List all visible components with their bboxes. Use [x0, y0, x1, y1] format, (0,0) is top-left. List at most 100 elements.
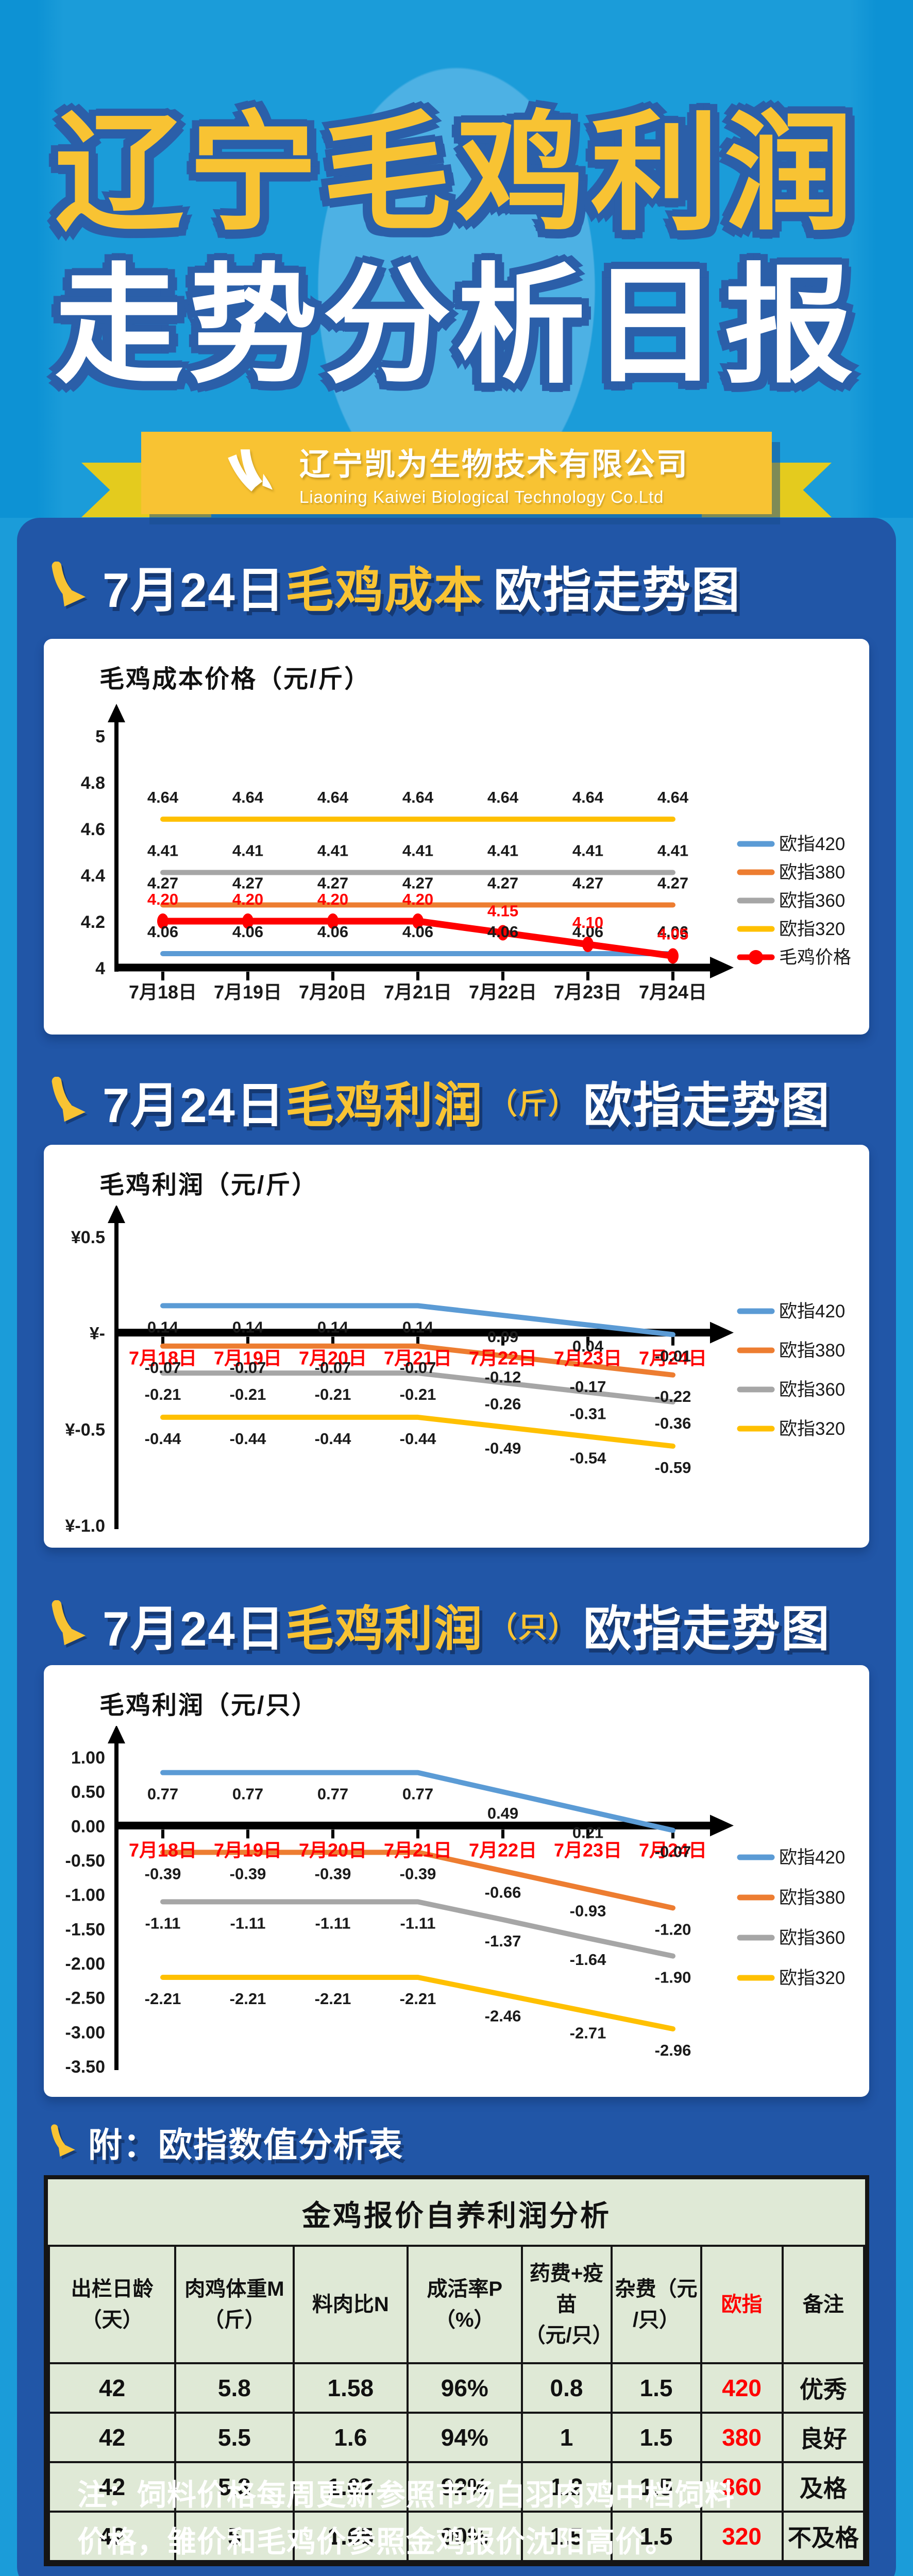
data-label: 0.14: [147, 1318, 179, 1336]
data-label: -2.46: [485, 2007, 521, 2025]
data-point-marker: [157, 913, 168, 929]
data-label: 4.64: [487, 788, 519, 806]
data-label: -1.11: [145, 1914, 181, 1932]
company-name-cn: 辽宁凯为生物技术有限公司: [299, 447, 689, 482]
x-axis-label: 7月23日: [554, 981, 622, 1003]
data-label: 0.77: [147, 1785, 178, 1803]
legend-label: 欧指420: [779, 834, 845, 854]
data-label: -2.21: [230, 1990, 266, 2008]
table-cell: 1.65: [292, 2511, 409, 2562]
table-cell: 42: [47, 2412, 177, 2463]
data-label: 4.27: [487, 874, 518, 892]
data-label: 4.06: [232, 923, 263, 941]
x-tick: [331, 972, 334, 980]
data-label: -1.11: [315, 1914, 351, 1932]
table-cell: 及格: [781, 2461, 866, 2513]
table-header-cell: 肉鸡体重M （斤）: [174, 2245, 295, 2364]
data-label: -0.39: [230, 1865, 266, 1883]
y-tick-label: -2.50: [65, 1989, 106, 2008]
profit-per-bird-chart: 1.00 0.50 0.00 -0.50 -1.00 -1.50 -2.00 -2.50 -3.…: [65, 1726, 845, 2077]
data-label: 0.14: [317, 1318, 349, 1336]
x-axis-label: 7月19日: [214, 981, 282, 1003]
data-label: 4.64: [147, 788, 179, 806]
data-point-marker: [667, 948, 679, 964]
table-header-cell: 备注: [781, 2245, 866, 2364]
chart-title: 毛鸡利润（元/斤）: [99, 1172, 318, 1199]
table-cell: 1.62: [292, 2461, 409, 2513]
data-label: 4.20: [147, 890, 178, 908]
section-date: 7月24日: [103, 1078, 285, 1132]
table-header-cell: 料肉比N: [292, 2245, 409, 2364]
y-tick-label: -1.50: [65, 1920, 106, 1939]
x-tick: [246, 1336, 249, 1346]
table-cell: 1.5: [610, 2511, 702, 2562]
data-point-marker: [582, 937, 594, 952]
legend-label: 欧指360: [779, 891, 845, 911]
table-cell: 1.5: [610, 2362, 702, 2414]
background-decoration: [0, 0, 913, 518]
y-axis-arrow-icon: [108, 1206, 125, 1223]
table-cell: 1: [520, 2412, 613, 2463]
legend-label: 欧指320: [779, 919, 845, 939]
section-table-title: 附：欧指数值分析表: [88, 2126, 403, 2164]
data-label: -2.21: [400, 1990, 436, 2008]
table-header-cell: 出栏日龄 （天）: [47, 2245, 177, 2364]
analysis-table: 出栏日龄 （天） 肉鸡体重M （斤） 料肉比N 成活率P （%） 药费+疫苗 （元/只）…: [47, 2245, 866, 2562]
data-label: 4.05: [657, 925, 688, 943]
profit-per-jin-chart: ¥0.5 ¥- ¥-0.5 ¥-1.0 7月18日 7月19日 7月20日 7月21日 7月22…: [65, 1206, 845, 1536]
data-label: -1.64: [570, 1951, 606, 1969]
chart-title: 毛鸡利润（元/只）: [99, 1692, 318, 1719]
table-cell: 1.2: [520, 2461, 613, 2513]
data-label: -0.44: [400, 1430, 436, 1448]
y-tick-label: ¥0.5: [71, 1228, 105, 1247]
x-tick: [671, 1336, 674, 1346]
data-label: -0.21: [400, 1385, 436, 1403]
section-suffix: 欧指走势图: [493, 563, 741, 617]
data-label: 4.20: [402, 890, 433, 908]
x-tick: [161, 1829, 164, 1839]
x-tick: [246, 972, 249, 980]
y-tick-label: -2.00: [65, 1954, 106, 1974]
x-axis-label: 7月24日: [639, 981, 707, 1003]
y-tick-label: 4: [95, 959, 105, 978]
table-header-cell: 药费+疫苗 （元/只）: [520, 2245, 613, 2364]
y-tick-label: 4.2: [81, 912, 105, 932]
cost-trend-chart: 5 4.8 4.6 4.4 4.2 4 7月18日 7月19日 7月20日 7月21日 7月22日 7…: [81, 704, 851, 1003]
table-cell: 320: [700, 2511, 784, 2562]
data-label: -2.71: [570, 2024, 606, 2042]
data-label: 4.41: [657, 842, 688, 860]
data-label: -0.44: [315, 1430, 351, 1448]
table-cell: 90%: [407, 2511, 523, 2562]
data-label: -2.96: [655, 2041, 691, 2059]
data-label: 0.77: [402, 1785, 433, 1803]
series-line-欧指380: [160, 1850, 675, 1911]
chart-title: 毛鸡成本价格（元/斤）: [99, 666, 371, 693]
x-tick: [416, 1829, 419, 1839]
data-label: -0.21: [315, 1385, 351, 1403]
data-label: -0.07: [655, 1843, 691, 1861]
profit-jin-chart-card: 毛鸡利润（元/斤） ¥0.5 ¥- ¥-0.5 ¥-1.0 7月18日 7月19日 7月20…: [44, 1145, 869, 1548]
profit-bird-chart-card: 毛鸡利润（元/只） 1.00 0.50 0.00 -0.50 -1.00 -1.50 -2.…: [44, 1665, 869, 2097]
data-label: -1.90: [655, 1969, 691, 1987]
table-cell: 1.58: [292, 2362, 409, 2414]
y-tick-label: -3.00: [65, 2023, 106, 2042]
y-axis-arrow-icon: [108, 704, 125, 722]
x-tick: [416, 972, 419, 980]
data-point-marker: [242, 913, 253, 929]
data-label: -1.37: [485, 1932, 521, 1950]
data-label: -2.21: [145, 1990, 181, 2008]
table-cell: 360: [700, 2461, 784, 2513]
data-label: 4.20: [232, 890, 263, 908]
x-tick: [586, 972, 589, 980]
table-cell: 420: [700, 2362, 784, 2414]
section-unit: （斤）: [488, 1087, 578, 1120]
table-cell: 5: [174, 2511, 295, 2562]
series-line-欧指360: [160, 1370, 675, 1405]
x-axis-label: 7月18日: [129, 1839, 197, 1860]
series-line-欧指420: [160, 1770, 675, 1833]
x-tick: [246, 1829, 249, 1839]
x-axis-label: 7月19日: [214, 1348, 282, 1369]
table-cell: 良好: [781, 2412, 866, 2463]
y-tick-label: 1.00: [71, 1748, 105, 1768]
y-tick-label: ¥-: [90, 1324, 105, 1344]
